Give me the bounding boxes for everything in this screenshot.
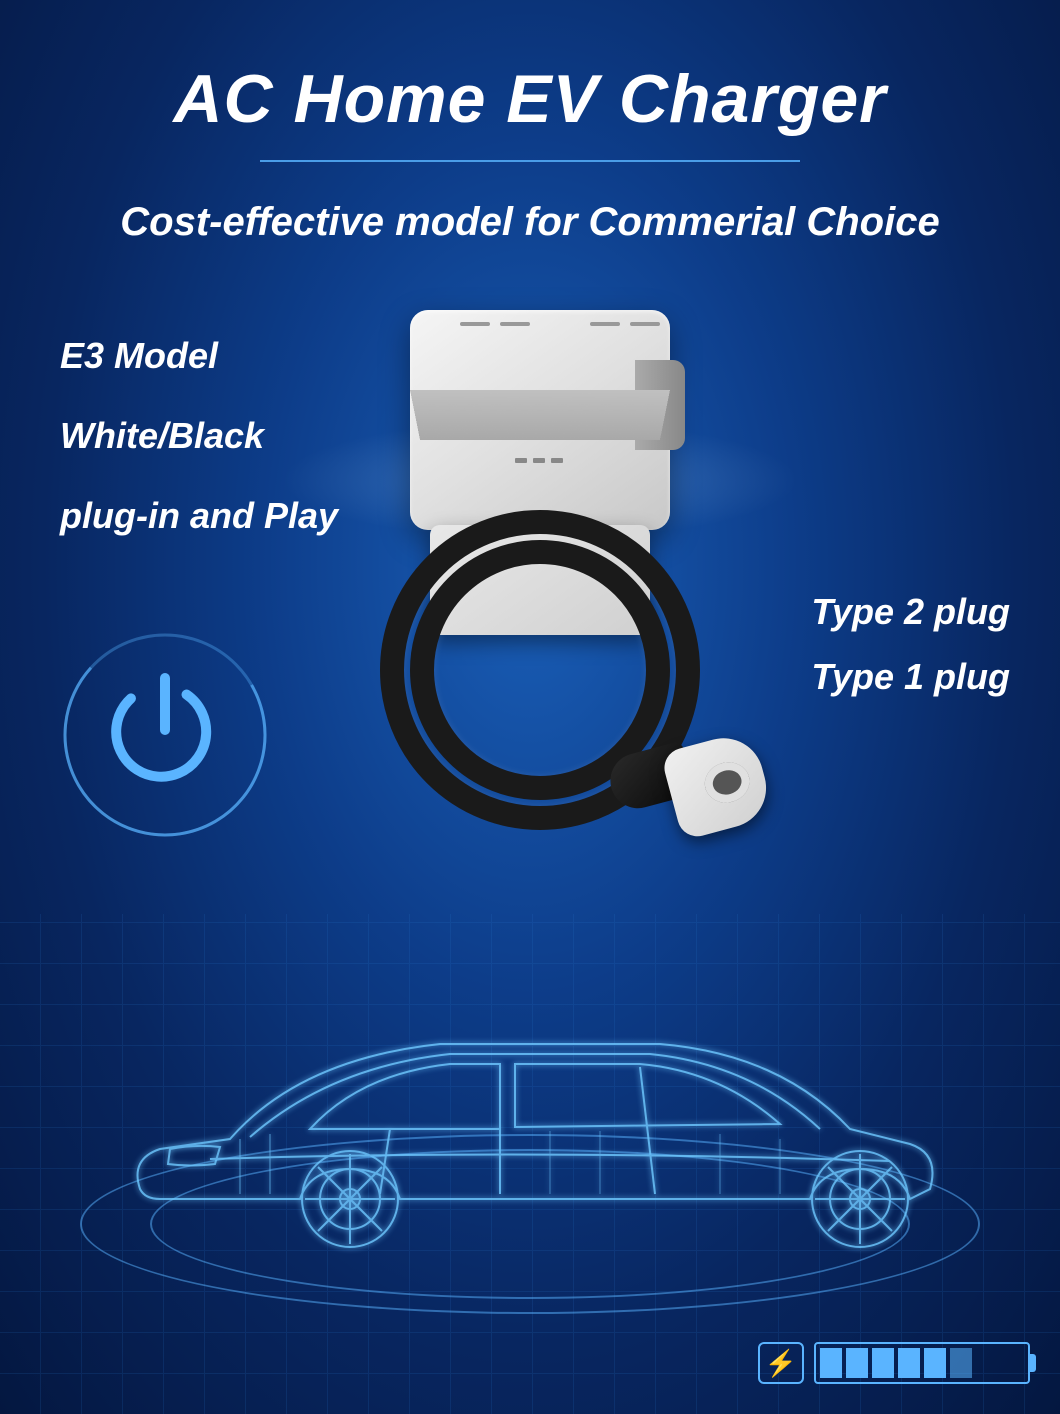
power-icon: [60, 630, 270, 840]
feature-plug: plug-in and Play: [60, 480, 338, 552]
plug-list: Type 2 plug Type 1 plug: [811, 580, 1010, 710]
charger-indicators: [515, 458, 565, 464]
battery-indicator: ⚡: [758, 1342, 1030, 1384]
charger-product: [370, 300, 740, 860]
feature-list: E3 Model White/Black plug-in and Play: [60, 320, 338, 560]
car-wireframe: [100, 989, 960, 1259]
plug-type1: Type 1 plug: [811, 645, 1010, 710]
plug-type2: Type 2 plug: [811, 580, 1010, 645]
page-subtitle: Cost-effective model for Commerial Choic…: [0, 200, 1060, 245]
page-title: AC Home EV Charger: [0, 60, 1060, 138]
car-platform: [40, 934, 1020, 1354]
battery-cells: [814, 1342, 1030, 1384]
title-underline: [260, 160, 800, 162]
charger-fold: [410, 390, 670, 440]
feature-model: E3 Model: [60, 320, 338, 392]
feature-color: White/Black: [60, 400, 338, 472]
charge-icon: ⚡: [758, 1342, 804, 1384]
plug-connector: [610, 730, 770, 850]
bolt-icon: ⚡: [765, 1348, 797, 1379]
